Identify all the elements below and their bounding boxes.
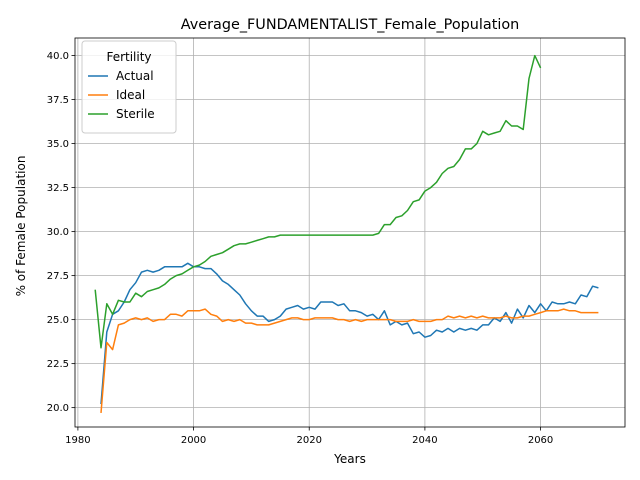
y-axis-ticks: 20.0 22.5 25.0 27.5 30.0 32.5 35.0 37.5 40.0 <box>47 51 75 414</box>
x-tick-label: 2020 <box>297 435 322 446</box>
x-tick-label: 2040 <box>412 435 437 446</box>
x-tick-label: 2000 <box>181 435 206 446</box>
y-tick-label: 27.5 <box>47 271 69 282</box>
legend: Fertility Actual Ideal Sterile <box>81 40 177 134</box>
y-tick-label: 20.0 <box>47 403 69 414</box>
grid-lines <box>75 38 625 427</box>
y-tick-label: 37.5 <box>47 95 69 106</box>
y-tick-label: 22.5 <box>47 359 69 370</box>
y-tick-label: 35.0 <box>47 139 69 150</box>
x-tick-label: 1980 <box>65 435 90 446</box>
series-lines <box>94 54 599 413</box>
series-line-actual <box>100 262 599 405</box>
series-line-ideal <box>100 308 599 413</box>
legend-label-ideal: Ideal <box>116 88 145 102</box>
y-tick-label: 40.0 <box>47 51 69 62</box>
x-axis-ticks: 1980 2000 2020 2040 2060 <box>65 427 553 446</box>
legend-box <box>81 40 177 134</box>
legend-label-actual: Actual <box>116 69 154 83</box>
x-axis-label: Years <box>333 452 366 466</box>
legend-label-sterile: Sterile <box>116 107 155 121</box>
chart-title: Average_FUNDAMENTALIST_Female_Population <box>181 17 520 33</box>
y-tick-label: 30.0 <box>47 227 69 238</box>
x-tick-label: 2060 <box>528 435 553 446</box>
legend-title: Fertility <box>106 50 151 64</box>
y-axis-label: % of Female Population <box>14 156 28 297</box>
series-line-sterile <box>94 54 542 349</box>
y-tick-label: 32.5 <box>47 183 69 194</box>
plot-area-frame <box>74 37 626 428</box>
y-tick-label: 25.0 <box>47 315 69 326</box>
